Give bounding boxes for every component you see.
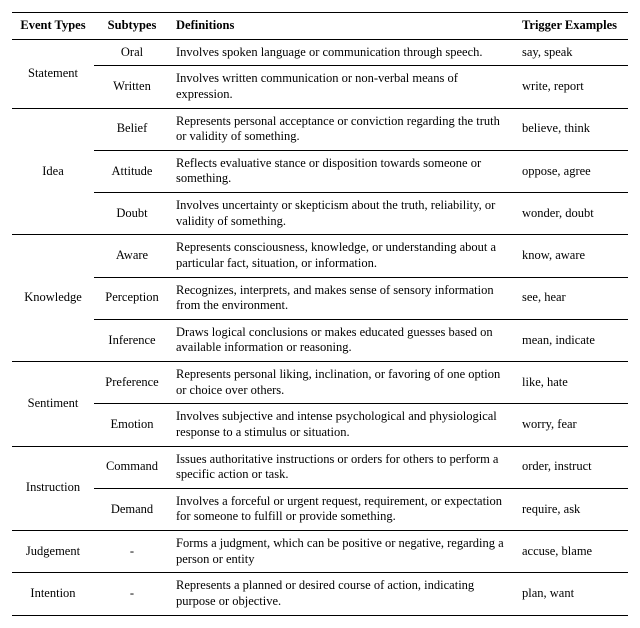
- subtype-cell: Demand: [94, 488, 170, 530]
- event-type-cell: Intention: [12, 573, 94, 615]
- event-type-cell: Judgement: [12, 531, 94, 573]
- trigger-cell: order, instruct: [516, 446, 628, 488]
- definition-cell: Represents personal acceptance or convic…: [170, 108, 516, 150]
- table-body: StatementOralInvolves spoken language or…: [12, 39, 628, 615]
- definition-cell: Reflects evaluative stance or dispositio…: [170, 150, 516, 192]
- subtype-cell: Command: [94, 446, 170, 488]
- subtype-cell: Oral: [94, 39, 170, 66]
- table-row: DemandInvolves a forceful or urgent requ…: [12, 488, 628, 530]
- trigger-cell: require, ask: [516, 488, 628, 530]
- table-row: EmotionInvolves subjective and intense p…: [12, 404, 628, 446]
- trigger-cell: mean, indicate: [516, 319, 628, 361]
- table-row: Judgement-Forms a judgment, which can be…: [12, 531, 628, 573]
- definition-cell: Involves uncertainty or skepticism about…: [170, 193, 516, 235]
- definition-cell: Involves subjective and intense psycholo…: [170, 404, 516, 446]
- event-type-cell: Sentiment: [12, 362, 94, 447]
- table-row: Intention-Represents a planned or desire…: [12, 573, 628, 615]
- definition-cell: Forms a judgment, which can be positive …: [170, 531, 516, 573]
- trigger-cell: plan, want: [516, 573, 628, 615]
- header-trigger-examples: Trigger Examples: [516, 13, 628, 40]
- trigger-cell: like, hate: [516, 362, 628, 404]
- definition-cell: Represents consciousness, knowledge, or …: [170, 235, 516, 277]
- table-row: PerceptionRecognizes, interprets, and ma…: [12, 277, 628, 319]
- subtype-cell: Belief: [94, 108, 170, 150]
- header-definitions: Definitions: [170, 13, 516, 40]
- header-subtypes: Subtypes: [94, 13, 170, 40]
- trigger-cell: oppose, agree: [516, 150, 628, 192]
- subtype-cell: Attitude: [94, 150, 170, 192]
- subtype-cell: Inference: [94, 319, 170, 361]
- subtype-cell: Written: [94, 66, 170, 108]
- header-event-types: Event Types: [12, 13, 94, 40]
- event-type-cell: Idea: [12, 108, 94, 235]
- definition-cell: Involves a forceful or urgent request, r…: [170, 488, 516, 530]
- subtype-cell: Preference: [94, 362, 170, 404]
- subtype-cell: Aware: [94, 235, 170, 277]
- subtype-cell: -: [94, 531, 170, 573]
- definition-cell: Involves spoken language or communicatio…: [170, 39, 516, 66]
- table-row: StatementOralInvolves spoken language or…: [12, 39, 628, 66]
- trigger-cell: see, hear: [516, 277, 628, 319]
- trigger-cell: worry, fear: [516, 404, 628, 446]
- definition-cell: Represents a planned or desired course o…: [170, 573, 516, 615]
- subtype-cell: Doubt: [94, 193, 170, 235]
- definition-cell: Issues authoritative instructions or ord…: [170, 446, 516, 488]
- trigger-cell: know, aware: [516, 235, 628, 277]
- table-row: DoubtInvolves uncertainty or skepticism …: [12, 193, 628, 235]
- trigger-cell: write, report: [516, 66, 628, 108]
- subtype-cell: Emotion: [94, 404, 170, 446]
- subtype-cell: Perception: [94, 277, 170, 319]
- trigger-cell: accuse, blame: [516, 531, 628, 573]
- trigger-cell: believe, think: [516, 108, 628, 150]
- definition-cell: Involves written communication or non-ve…: [170, 66, 516, 108]
- table-row: AttitudeReflects evaluative stance or di…: [12, 150, 628, 192]
- definition-cell: Draws logical conclusions or makes educa…: [170, 319, 516, 361]
- table-row: KnowledgeAwareRepresents consciousness, …: [12, 235, 628, 277]
- table-row: SentimentPreferenceRepresents personal l…: [12, 362, 628, 404]
- event-type-cell: Statement: [12, 39, 94, 108]
- table-row: WrittenInvolves written communication or…: [12, 66, 628, 108]
- definition-cell: Recognizes, interprets, and makes sense …: [170, 277, 516, 319]
- trigger-cell: say, speak: [516, 39, 628, 66]
- table-row: InferenceDraws logical conclusions or ma…: [12, 319, 628, 361]
- table-row: IdeaBeliefRepresents personal acceptance…: [12, 108, 628, 150]
- trigger-cell: wonder, doubt: [516, 193, 628, 235]
- table-row: InstructionCommandIssues authoritative i…: [12, 446, 628, 488]
- definition-cell: Represents personal liking, inclination,…: [170, 362, 516, 404]
- event-type-cell: Instruction: [12, 446, 94, 531]
- event-types-table: Event Types Subtypes Definitions Trigger…: [12, 12, 628, 616]
- event-type-cell: Knowledge: [12, 235, 94, 362]
- subtype-cell: -: [94, 573, 170, 615]
